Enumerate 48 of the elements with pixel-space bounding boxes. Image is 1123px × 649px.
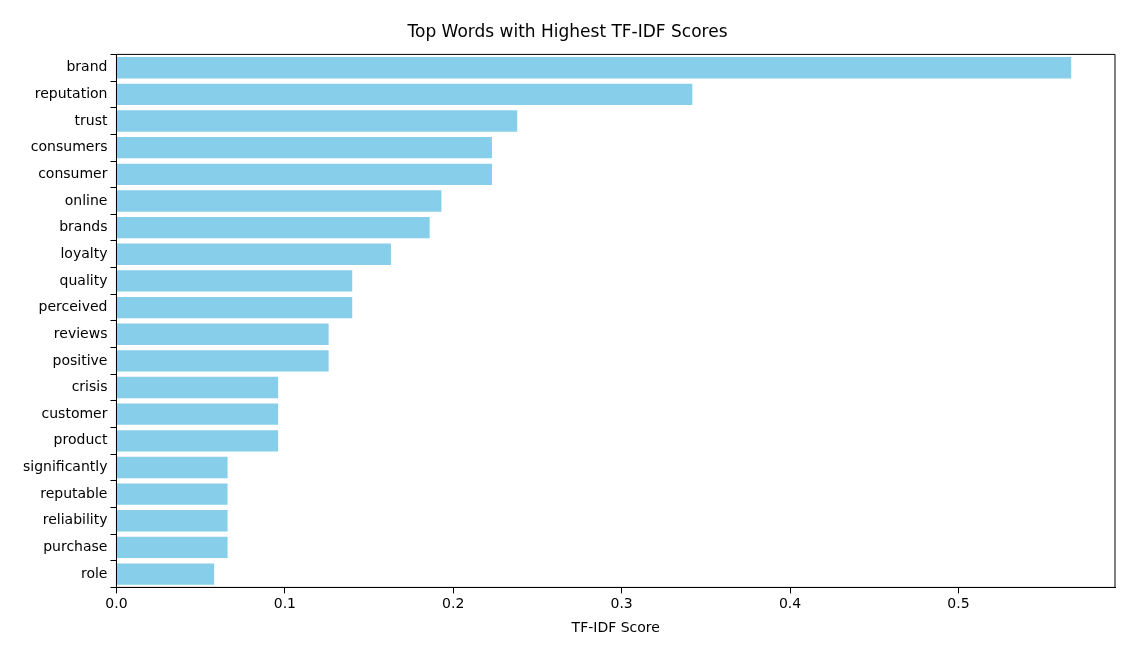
bar [116, 83, 693, 106]
x-tick-label: 0.0 [105, 595, 128, 612]
bar [116, 350, 329, 372]
bar [116, 563, 215, 585]
y-tick-label: consumer [38, 164, 108, 181]
bar [116, 243, 391, 265]
x-tick-label: 0.4 [778, 595, 802, 612]
bar [116, 456, 228, 479]
bar [116, 270, 353, 292]
bar [116, 403, 279, 425]
bar [116, 510, 228, 532]
bar [116, 483, 228, 505]
bar [116, 57, 1072, 79]
y-tick-label: purchase [43, 538, 108, 555]
y-tick-label: customer [41, 404, 108, 421]
y-tick-label: consumers [30, 138, 108, 155]
y-tick-label: brands [59, 218, 108, 235]
bar [116, 376, 279, 399]
bar [116, 110, 518, 132]
y-tick-label: reputable [40, 484, 108, 501]
y-tick-label: online [64, 191, 108, 208]
bar [116, 163, 492, 185]
x-axis-title: TF-IDF Score [570, 619, 660, 636]
y-tick-label: crisis [71, 378, 108, 395]
bar [116, 536, 228, 559]
bar [116, 137, 492, 159]
bar [116, 430, 279, 452]
bar [116, 323, 329, 345]
x-tick-label: 0.5 [947, 595, 970, 612]
y-tick-label: quality [59, 271, 108, 288]
y-tick-label: reliability [42, 511, 108, 528]
y-tick-label: trust [74, 111, 108, 128]
y-tick-label: role [80, 564, 108, 581]
x-tick-label: 0.2 [442, 595, 465, 612]
y-tick-label: perceived [38, 298, 108, 315]
chart-title: Top Words with Highest TF-IDF Scores [406, 20, 728, 41]
y-tick-label: significantly [23, 458, 108, 475]
y-tick-label: positive [52, 351, 108, 368]
x-tick-label: 0.1 [273, 595, 296, 612]
bar [116, 190, 442, 212]
y-tick-label: brand [66, 58, 108, 75]
y-tick-label: product [53, 431, 108, 448]
bar [116, 216, 430, 239]
y-tick-label: reputation [34, 85, 108, 102]
y-tick-label: reviews [53, 324, 108, 341]
x-tick-label: 0.3 [610, 595, 633, 612]
y-tick-label: loyalty [60, 244, 108, 261]
bar [116, 296, 353, 319]
